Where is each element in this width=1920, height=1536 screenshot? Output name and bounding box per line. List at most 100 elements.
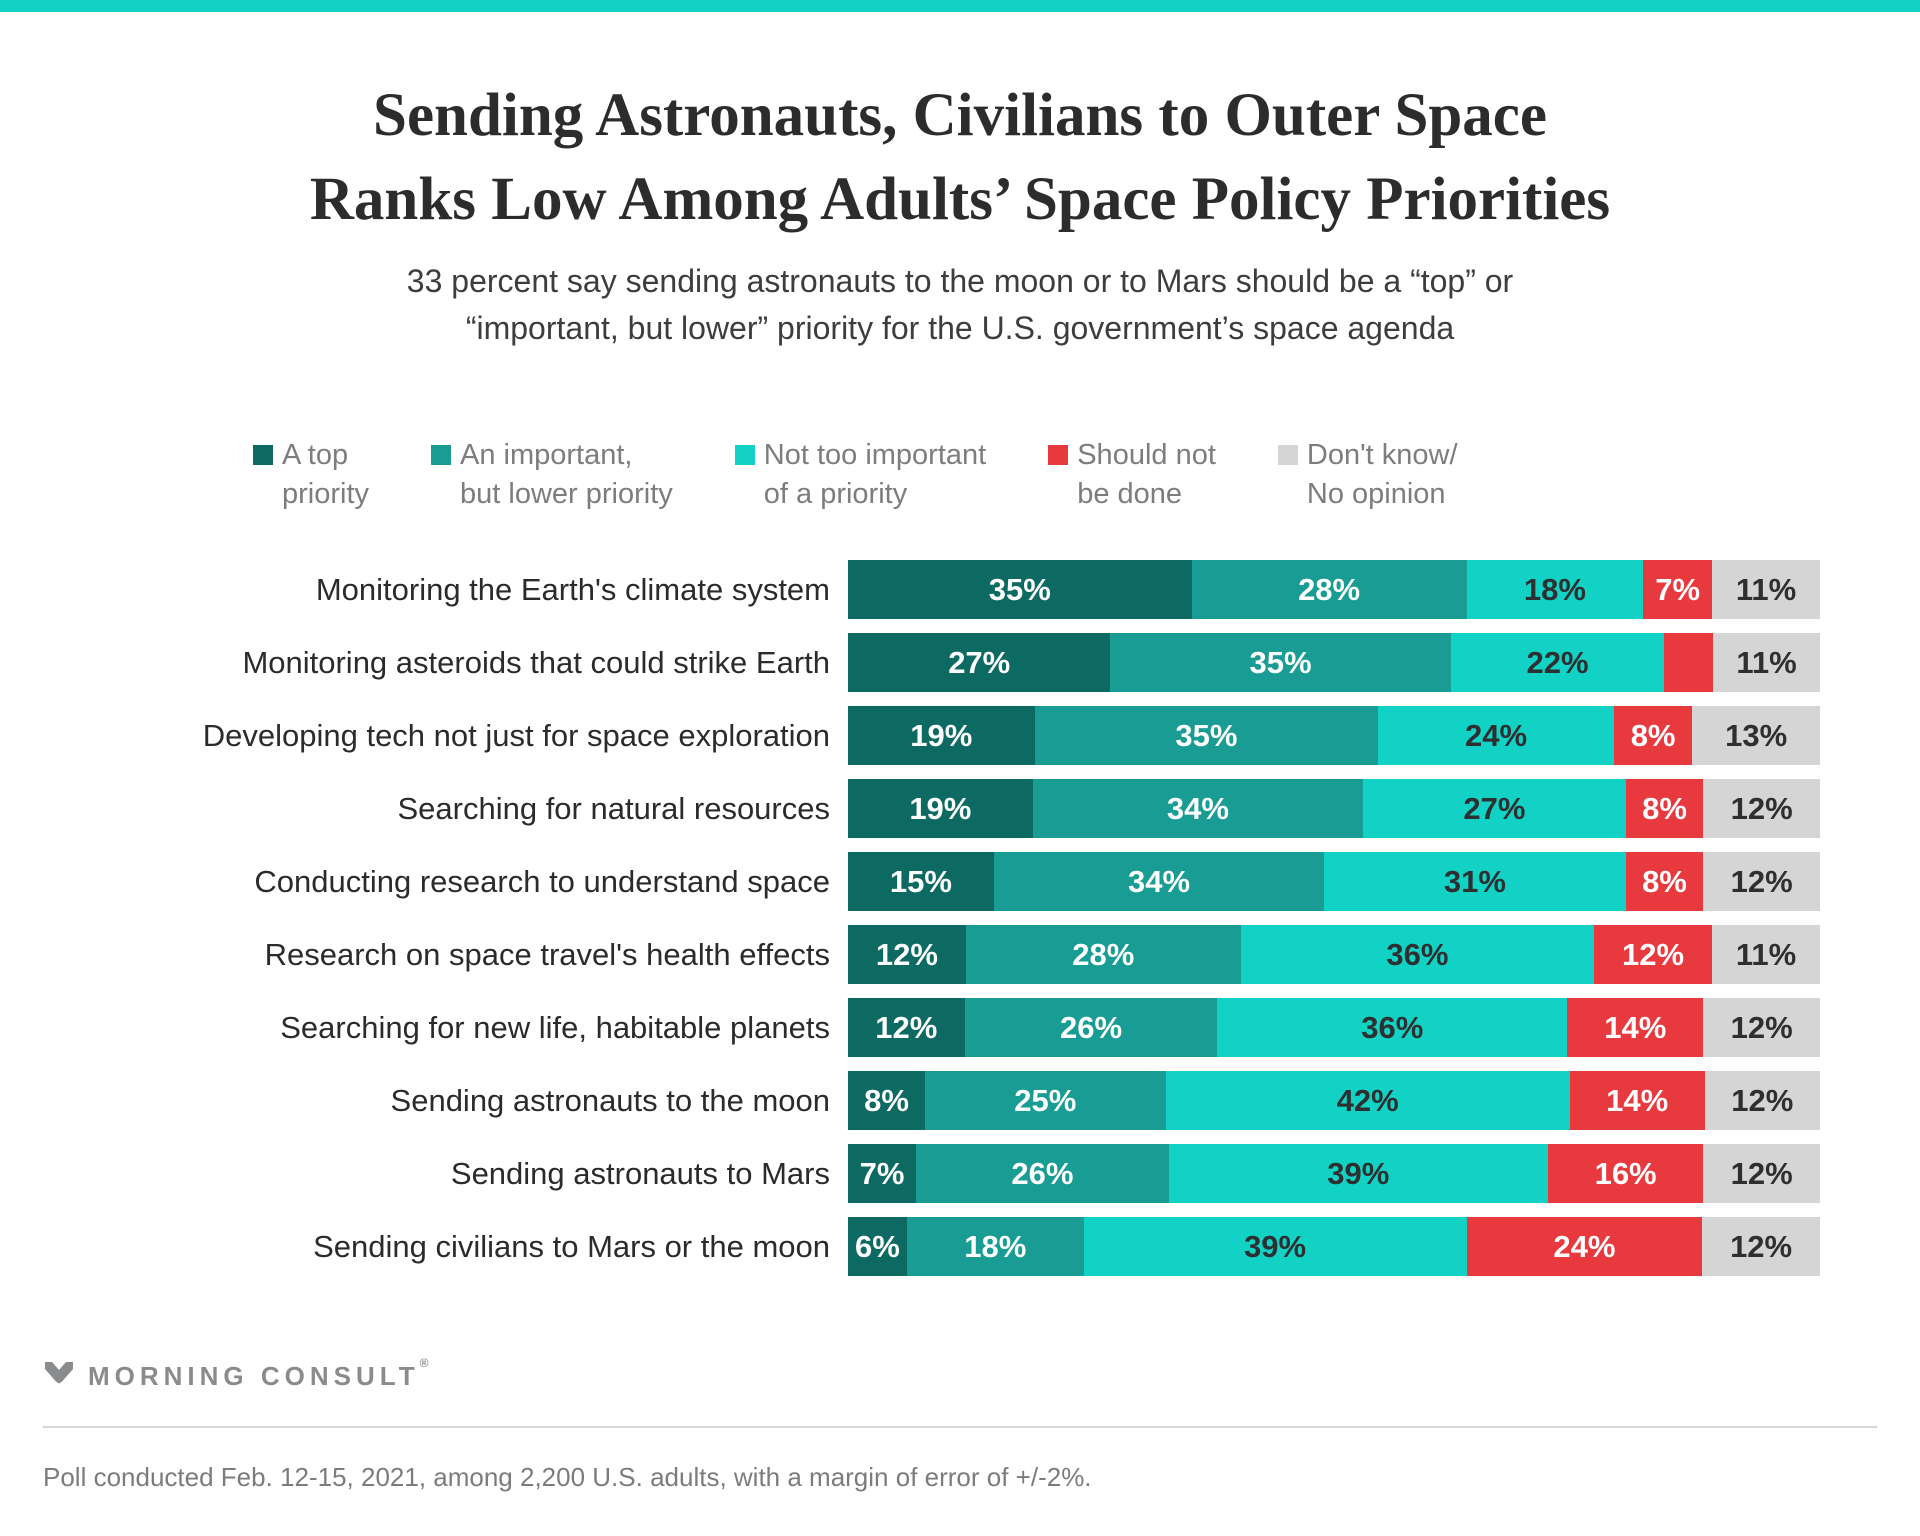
chart-row: Monitoring asteroids that could strike E… — [0, 633, 1920, 692]
chart-row: Conducting research to understand space 1… — [0, 852, 1920, 911]
legend-item-4: Should not be done — [1048, 436, 1216, 514]
segment-value: 11% — [1736, 644, 1797, 680]
bar-segment: 12% — [848, 998, 965, 1057]
segment-value: 25% — [1014, 1082, 1077, 1118]
row-label: Searching for new life, habitable planet… — [280, 1009, 830, 1045]
segment-value: 31% — [1443, 863, 1506, 899]
segment-value: 35% — [1249, 644, 1312, 680]
bar-segment: 28% — [965, 925, 1241, 984]
segment-value: 8% — [864, 1082, 909, 1118]
stacked-bar: 12% 26% 36% 14% 12% — [848, 998, 1820, 1057]
segment-value: 34% — [1166, 790, 1229, 826]
bar-segment: 12% — [1703, 1144, 1820, 1203]
segment-value: 8% — [1630, 717, 1676, 753]
bar-segment: 28% — [1191, 560, 1467, 619]
bar-segment: 8% — [848, 1071, 925, 1130]
segment-value: 36% — [1386, 936, 1449, 972]
row-label: Sending civilians to Mars or the moon — [313, 1228, 830, 1264]
segment-value: 27% — [1463, 790, 1526, 826]
footer-divider — [43, 1426, 1877, 1428]
bar-segment: 24% — [1466, 1217, 1703, 1276]
bar-segment: 19% — [848, 779, 1033, 838]
bar-segment: 26% — [964, 998, 1218, 1057]
legend-swatch-icon — [253, 445, 273, 465]
legend-swatch-icon — [734, 445, 755, 465]
bar-segment: 7% — [848, 1144, 917, 1203]
segment-value: 27% — [948, 644, 1011, 680]
bar-segment: 39% — [1168, 1144, 1548, 1203]
segment-value: 12% — [1730, 1009, 1793, 1045]
chart-row: Searching for new life, habitable planet… — [0, 998, 1920, 1057]
bar-segment: 25% — [924, 1071, 1166, 1130]
segment-value: 13% — [1725, 717, 1788, 753]
bar-segment: 12% — [1704, 1071, 1820, 1130]
segment-value: 12% — [875, 1009, 938, 1045]
segment-value: 42% — [1336, 1082, 1399, 1118]
chart-row: Sending astronauts to Mars 7% 26% 39% 16% 12% — [0, 1144, 1920, 1203]
bar-segment: 11% — [1711, 925, 1820, 984]
bar-segment: 18% — [1466, 560, 1644, 619]
top-accent-bar — [0, 0, 1920, 12]
bar-segment — [1664, 633, 1714, 692]
bar-segment: 12% — [1594, 925, 1712, 984]
segment-value: 18% — [1523, 571, 1586, 607]
segment-value: 28% — [1298, 571, 1361, 607]
chart-subtitle-line-2: “important, but lower” priority for the … — [465, 310, 1455, 346]
legend-label: A top priority — [282, 439, 370, 510]
segment-value: 12% — [1730, 1155, 1793, 1191]
legend-label: An important, but lower priority — [460, 439, 673, 510]
chart-row: Developing tech not just for space explo… — [0, 706, 1920, 765]
bar-segment: 12% — [1702, 1217, 1820, 1276]
bar-segment: 31% — [1324, 852, 1626, 911]
stacked-bar: 27% 35% 22% 11% — [848, 633, 1820, 692]
row-label: Monitoring asteroids that could strike E… — [242, 644, 830, 680]
bar-segment: 14% — [1569, 1071, 1705, 1130]
bar-segment: 35% — [1110, 633, 1451, 692]
chart-title-line-2: Ranks Low Among Adults’ Space Policy Pri… — [309, 166, 1611, 233]
segment-value: 36% — [1361, 1009, 1424, 1045]
legend-item-5: Don't know/No opinion — [1277, 436, 1458, 514]
row-label: Conducting research to understand space — [254, 863, 830, 899]
segment-value: 7% — [1655, 571, 1701, 607]
chart-title: Sending Astronauts, Civilians to Outer S… — [0, 74, 1920, 242]
chart-row: Searching for natural resources 19% 34% 27%… — [0, 779, 1920, 838]
bar-segment: 35% — [1034, 706, 1379, 765]
segment-value: 24% — [1464, 717, 1528, 753]
segment-value: 19% — [909, 790, 972, 826]
chart-row: Sending civilians to Mars or the moon 6% 1… — [0, 1217, 1920, 1276]
legend-label: Should not be done — [1077, 439, 1216, 510]
segment-value: 16% — [1594, 1155, 1657, 1191]
bar-segment: 14% — [1567, 998, 1704, 1057]
header: Sending Astronauts, Civilians to Outer S… — [0, 74, 1920, 352]
segment-value: 24% — [1553, 1228, 1616, 1264]
legend-swatch-icon — [1277, 445, 1298, 465]
segment-value: 11% — [1735, 571, 1797, 607]
bar-segment: 27% — [1363, 779, 1626, 838]
segment-value: 6% — [855, 1228, 900, 1264]
stacked-bar: 12% 28% 36% 12% 11% — [848, 925, 1820, 984]
segment-value: 14% — [1606, 1082, 1669, 1118]
segment-value: 26% — [1059, 1009, 1123, 1045]
bar-segment: 12% — [1703, 998, 1820, 1057]
bar-segment: 22% — [1450, 633, 1665, 692]
segment-value: 12% — [1730, 790, 1793, 826]
chart-subtitle: 33 percent say sending astronauts to the… — [0, 258, 1920, 352]
stacked-bar-chart: Monitoring the Earth's climate system 35%… — [0, 560, 1920, 1276]
bar-segment: 7% — [1643, 560, 1713, 619]
bar-segment: 13% — [1692, 706, 1820, 765]
footer: MORNING CONSULT® — [43, 1356, 1877, 1392]
legend-item-1: A top priority — [253, 436, 369, 514]
stacked-bar: 6% 18% 39% 24% 12% — [848, 1217, 1820, 1276]
legend-item-3: Not too important of a priority — [734, 436, 986, 514]
stacked-bar: 8% 25% 42% 14% 12% — [848, 1071, 1820, 1130]
bar-segment: 8% — [1613, 706, 1693, 765]
legend-swatch-icon — [431, 445, 452, 465]
bar-segment: 15% — [848, 852, 994, 911]
bar-segment: 42% — [1165, 1071, 1570, 1130]
bar-segment: 12% — [848, 925, 966, 984]
bar-segment: 11% — [1712, 560, 1820, 619]
bar-segment: 24% — [1378, 706, 1614, 765]
bar-segment: 18% — [906, 1217, 1084, 1276]
bar-segment: 19% — [848, 706, 1035, 765]
bar-segment: 26% — [916, 1144, 1169, 1203]
